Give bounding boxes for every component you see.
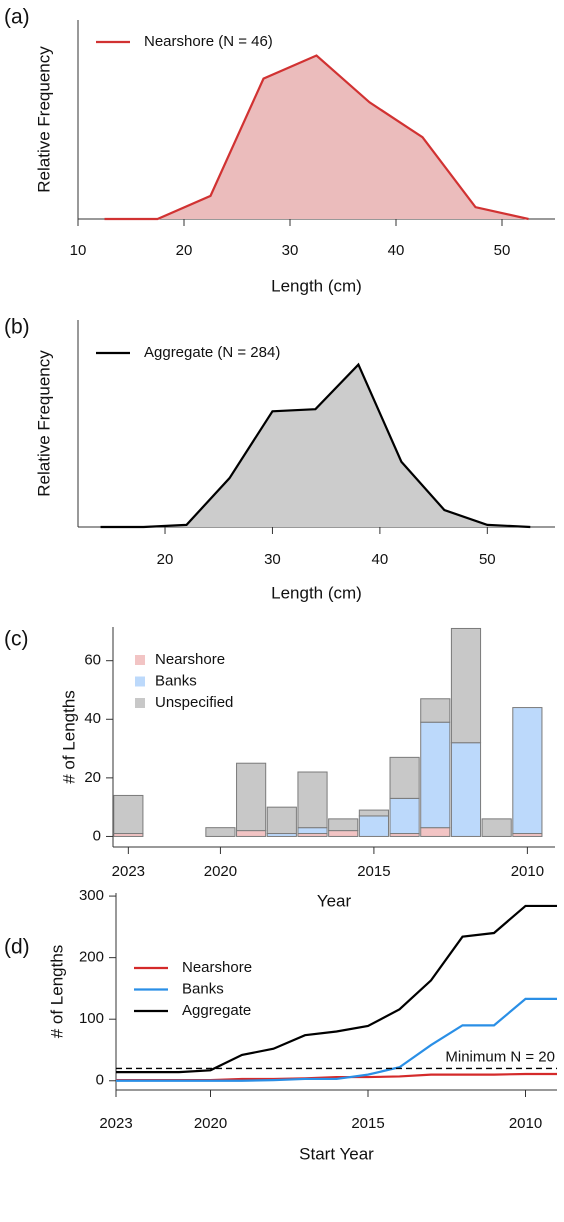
x-tick-label: 2020 <box>204 863 237 880</box>
legend-label: Aggregate (N = 284) <box>144 344 280 361</box>
y-tick-label: 60 <box>84 652 101 669</box>
x-tick-label: 30 <box>282 242 299 259</box>
y-axis-title: # of Lengths <box>47 945 66 1039</box>
bar-segment <box>481 818 512 837</box>
bar-segment <box>328 830 359 837</box>
x-tick-label: 20 <box>176 242 193 259</box>
panel-label: (b) <box>4 316 30 339</box>
legend-label: Banks <box>155 672 197 689</box>
legend-label: Banks <box>182 980 224 997</box>
x-axis-title: Year <box>317 891 352 910</box>
x-tick-label: 2023 <box>99 1115 132 1132</box>
y-tick-label: 0 <box>93 827 101 844</box>
bar-segment <box>420 698 451 723</box>
y-tick-label: 300 <box>79 887 104 904</box>
line <box>116 904 557 1074</box>
x-tick-label: 2010 <box>509 1115 542 1132</box>
x-tick-label: 2015 <box>351 1115 384 1132</box>
legend-label: Nearshore <box>155 651 225 668</box>
line <box>104 54 529 221</box>
bar-segment <box>236 762 267 832</box>
y-tick-label: 20 <box>84 769 101 786</box>
bar-segment <box>297 827 328 835</box>
panel-label: (a) <box>4 6 30 29</box>
panel-label: (c) <box>4 628 29 651</box>
legend-swatch <box>135 676 145 687</box>
legend-swatch <box>135 655 145 665</box>
reference-label: Minimum N = 20 <box>445 1048 555 1065</box>
bar-segment <box>266 806 297 835</box>
area-fill <box>100 364 531 527</box>
bar-segment <box>358 815 389 837</box>
y-axis-title: Relative Frequency <box>34 46 53 193</box>
bar-segment <box>420 827 451 837</box>
x-tick-label: 10 <box>70 242 87 259</box>
legend-label: Aggregate <box>182 1002 251 1019</box>
bar-segment <box>113 794 144 835</box>
x-axis-title: Start Year <box>299 1144 374 1163</box>
x-tick-label: 2020 <box>194 1115 227 1132</box>
legend-label: Nearshore <box>182 959 252 976</box>
line <box>100 362 531 529</box>
legend-label: Nearshore (N = 46) <box>144 33 273 50</box>
bar-segment <box>512 707 543 835</box>
x-tick-label: 2015 <box>357 863 390 880</box>
bar-segment <box>205 827 236 837</box>
x-axis-title: Length (cm) <box>271 583 362 602</box>
x-axis-title: Length (cm) <box>271 276 362 295</box>
bar-segment <box>450 627 482 744</box>
panel-label: (d) <box>4 936 30 959</box>
bar-segment <box>328 818 359 832</box>
y-axis-title: # of Lengths <box>59 690 78 784</box>
legend-label: Unspecified <box>155 694 233 711</box>
x-tick-label: 40 <box>372 551 389 568</box>
y-tick-label: 0 <box>96 1072 104 1089</box>
area-fill <box>104 55 529 219</box>
x-tick-label: 30 <box>264 551 281 568</box>
bar-segment <box>297 771 328 829</box>
bar-segment <box>420 721 451 829</box>
y-tick-label: 100 <box>79 1010 104 1027</box>
bar-segment <box>236 830 267 837</box>
x-tick-label: 2023 <box>112 863 145 880</box>
y-axis-title: Relative Frequency <box>34 350 53 497</box>
bar-segment <box>389 797 420 835</box>
x-tick-label: 50 <box>479 551 496 568</box>
x-tick-label: 20 <box>157 551 174 568</box>
x-tick-label: 50 <box>494 242 511 259</box>
y-tick-label: 200 <box>79 949 104 966</box>
line <box>116 997 557 1082</box>
bar-segment <box>358 809 389 817</box>
y-tick-label: 40 <box>84 710 101 727</box>
x-tick-label: 40 <box>388 242 405 259</box>
legend-swatch <box>135 698 145 708</box>
bar-segment <box>450 742 482 837</box>
bar-segment <box>389 756 420 799</box>
x-tick-label: 2010 <box>511 863 544 880</box>
